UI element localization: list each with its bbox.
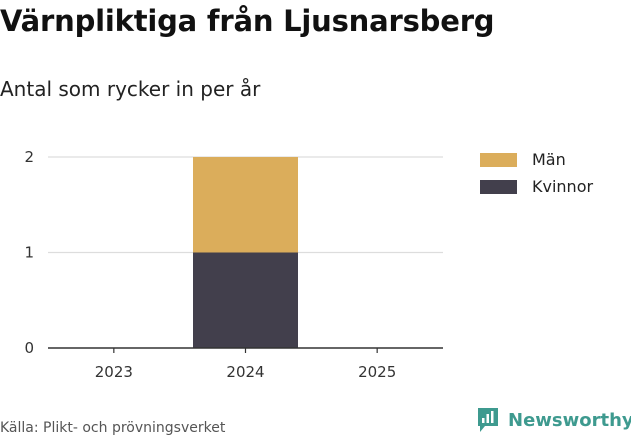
legend: Män Kvinnor (480, 146, 593, 200)
chart-subtitle: Antal som rycker in per år (0, 77, 261, 101)
legend-item-män: Män (480, 146, 593, 173)
chart-title: Värnpliktiga från Ljusnarsberg (0, 4, 495, 38)
brand: Newsworthy (476, 406, 631, 434)
y-tick-label: 2 (24, 148, 34, 166)
y-tick-label: 0 (24, 339, 34, 357)
y-axis-ticks: 0 1 2 (24, 148, 34, 357)
x-axis-ticks: 2023 2024 2025 (95, 348, 396, 381)
legend-swatch (480, 152, 517, 167)
brand-name: Newsworthy (508, 409, 631, 431)
x-tick-label: 2023 (95, 363, 133, 381)
bars (193, 157, 298, 348)
legend-item-kvinnor: Kvinnor (480, 173, 593, 200)
bar-män-2024 (193, 157, 298, 253)
legend-label: Män (532, 150, 566, 169)
bar-kvinnor-2024 (193, 252, 298, 348)
stacked-bar-chart: 0 1 2 2023 2024 2025 (24, 148, 443, 381)
legend-swatch (480, 179, 517, 194)
y-tick-label: 1 (24, 244, 34, 262)
x-tick-label: 2025 (358, 363, 396, 381)
x-tick-label: 2024 (226, 363, 264, 381)
source-note: Källa: Plikt- och prövningsverket (0, 420, 226, 436)
newsworthy-logo-icon (478, 408, 498, 432)
legend-label: Kvinnor (532, 177, 594, 196)
